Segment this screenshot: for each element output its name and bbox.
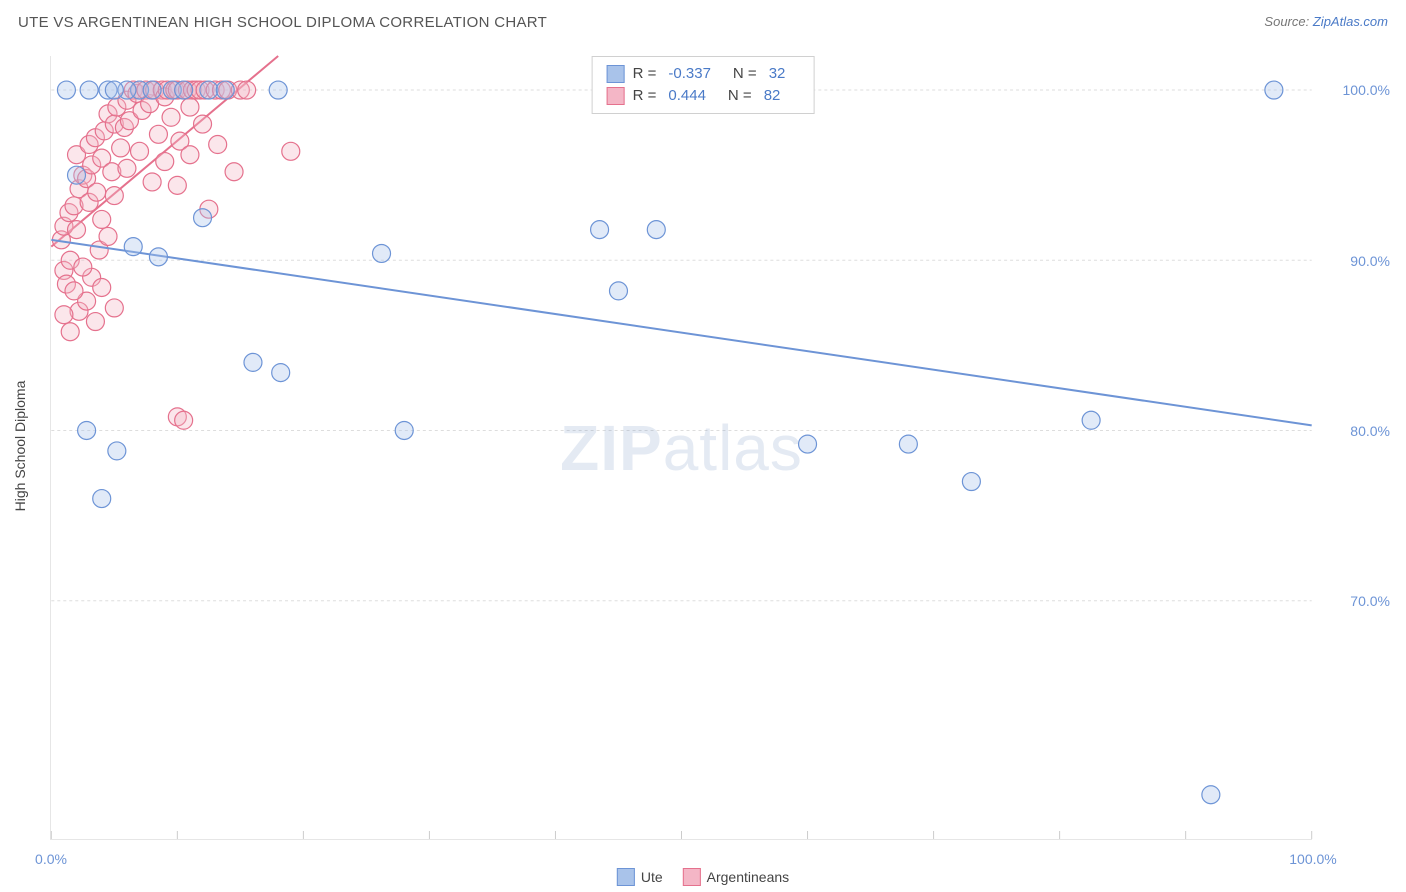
stat-r-label: R = bbox=[633, 63, 657, 85]
legend-label-ute: Ute bbox=[641, 869, 663, 885]
x-tick-label: 0.0% bbox=[35, 851, 67, 867]
source-label: Source: bbox=[1264, 14, 1309, 29]
y-tick-label: 90.0% bbox=[1350, 253, 1390, 269]
legend-swatch-argentineans bbox=[683, 868, 701, 886]
source-link[interactable]: ZipAtlas.com bbox=[1313, 14, 1388, 29]
y-tick-label: 70.0% bbox=[1350, 593, 1390, 609]
stat-n-value-argentineans: 82 bbox=[764, 85, 781, 107]
chart-title: UTE VS ARGENTINEAN HIGH SCHOOL DIPLOMA C… bbox=[18, 14, 547, 31]
stat-r-value-ute: -0.337 bbox=[668, 63, 711, 85]
legend-item-argentineans: Argentineans bbox=[683, 868, 790, 886]
legend-label-argentineans: Argentineans bbox=[707, 869, 790, 885]
y-axis-label: High School Diploma bbox=[12, 381, 28, 512]
stats-row-argentineans: R = 0.444 N = 82 bbox=[607, 85, 800, 107]
stat-n-value-ute: 32 bbox=[769, 63, 786, 85]
stat-n-label: N = bbox=[733, 63, 757, 85]
x-tick-label: 100.0% bbox=[1289, 851, 1336, 867]
chart-svg bbox=[51, 56, 1312, 839]
swatch-ute bbox=[607, 65, 625, 83]
source-attribution: Source: ZipAtlas.com bbox=[1264, 14, 1388, 29]
legend-swatch-ute bbox=[617, 868, 635, 886]
stat-r-value-argentineans: 0.444 bbox=[668, 85, 706, 107]
swatch-argentineans bbox=[607, 87, 625, 105]
y-tick-label: 100.0% bbox=[1343, 82, 1390, 98]
y-tick-label: 80.0% bbox=[1350, 423, 1390, 439]
stat-r-label: R = bbox=[633, 85, 657, 107]
chart-header: UTE VS ARGENTINEAN HIGH SCHOOL DIPLOMA C… bbox=[0, 0, 1406, 46]
stat-n-label: N = bbox=[728, 85, 752, 107]
scatter-plot: ZIPatlas 70.0%80.0%90.0%100.0% 0.0%100.0… bbox=[50, 56, 1312, 840]
series-legend: Ute Argentineans bbox=[617, 868, 789, 886]
legend-item-ute: Ute bbox=[617, 868, 663, 886]
correlation-stats-box: R = -0.337 N = 32 R = 0.444 N = 82 bbox=[592, 56, 815, 114]
stats-row-ute: R = -0.337 N = 32 bbox=[607, 63, 800, 85]
